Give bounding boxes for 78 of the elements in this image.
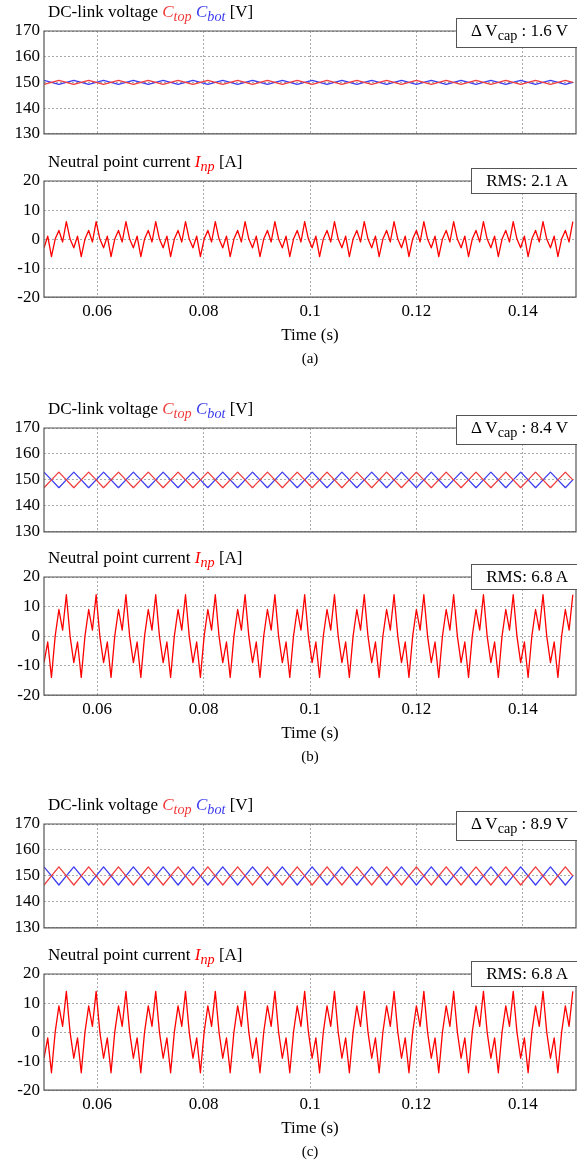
y-tick-label: 140 xyxy=(14,891,40,911)
y-tick-label: 130 xyxy=(14,521,40,541)
annotation: Δ V$_{cap}$ : 8.9 V xyxy=(456,811,577,842)
y-tick-label: 140 xyxy=(14,97,40,117)
chart-title: DC-link voltage xyxy=(48,795,159,814)
y-tick-label: 130 xyxy=(14,123,40,143)
y-tick-label: -10 xyxy=(17,655,40,675)
x-tick-label: 0.14 xyxy=(507,698,539,718)
y-tick-label: 20 xyxy=(23,170,40,190)
text: C$_{top}$ xyxy=(162,2,192,25)
x-tick-label: 0.1 xyxy=(299,300,321,320)
y-tick-label: 140 xyxy=(14,495,40,515)
y-tick-label: 170 xyxy=(14,20,40,40)
y-tick-label: -20 xyxy=(17,286,40,306)
chart-title: Neutral point current xyxy=(48,945,191,964)
x-axis-title: Time (s) xyxy=(281,325,339,345)
series-label: I$_{np}$ xyxy=(194,945,215,968)
y-tick-label: 20 xyxy=(23,963,40,983)
y-axis-title: [A] xyxy=(218,945,243,964)
chart-title: DC-link voltage xyxy=(48,2,159,21)
text: (a) xyxy=(301,350,319,367)
y-tick-label: -10 xyxy=(17,257,40,277)
annotation: RMS: 2.1 A xyxy=(471,168,577,194)
y-tick-label: 170 xyxy=(14,813,40,833)
annotation: RMS: 6.8 A xyxy=(471,961,577,987)
y-tick-label: -10 xyxy=(17,1050,40,1070)
y-tick-label: 160 xyxy=(14,46,40,66)
text: C$_{bot}$ xyxy=(195,795,226,818)
x-tick-label: 0.12 xyxy=(401,698,432,718)
text: (b) xyxy=(301,748,319,765)
y-tick-label: 170 xyxy=(14,417,40,437)
x-axis-title: Time (s) xyxy=(281,1118,339,1138)
y-tick-label: 130 xyxy=(14,917,40,937)
y-tick-label: 150 xyxy=(14,71,40,91)
y-tick-label: 150 xyxy=(14,865,40,885)
x-tick-label: 0.08 xyxy=(188,300,219,320)
y-tick-label: 10 xyxy=(23,992,40,1012)
annotation: Δ V$_{cap}$ : 8.4 V xyxy=(456,415,577,446)
y-axis-title: [V] xyxy=(229,399,254,418)
x-tick-label: 0.14 xyxy=(507,300,539,320)
y-axis-title: [V] xyxy=(229,795,254,814)
text: C$_{bot}$ xyxy=(195,2,226,25)
x-tick-label: 0.14 xyxy=(507,1093,539,1113)
y-axis-title: [A] xyxy=(218,152,243,171)
y-axis-title: [A] xyxy=(218,548,243,567)
x-tick-label: 0.1 xyxy=(299,698,321,718)
y-tick-label: 10 xyxy=(23,199,40,219)
y-tick-label: 0 xyxy=(31,625,40,645)
x-tick-label: 0.12 xyxy=(401,1093,432,1113)
y-tick-label: 160 xyxy=(14,443,40,463)
text: C$_{bot}$ xyxy=(195,399,226,422)
chart-title: Neutral point current xyxy=(48,152,191,171)
y-tick-label: 20 xyxy=(23,566,40,586)
y-tick-label: -20 xyxy=(17,1079,40,1099)
x-tick-label: 0.1 xyxy=(299,1093,321,1113)
x-axis-title: Time (s) xyxy=(281,723,339,743)
y-tick-label: 150 xyxy=(14,469,40,489)
chart-title: DC-link voltage xyxy=(48,399,159,418)
text: C$_{top}$ xyxy=(162,795,192,818)
x-tick-label: 0.12 xyxy=(401,300,432,320)
y-tick-label: -20 xyxy=(17,684,40,704)
x-tick-label: 0.06 xyxy=(82,698,113,718)
y-tick-label: 0 xyxy=(31,1021,40,1041)
series-label: I$_{np}$ xyxy=(194,548,215,571)
x-tick-label: 0.06 xyxy=(82,300,113,320)
annotation: Δ V$_{cap}$ : 1.6 V xyxy=(456,18,577,49)
x-tick-label: 0.08 xyxy=(188,698,219,718)
text: C$_{top}$ xyxy=(162,399,192,422)
x-tick-label: 0.06 xyxy=(82,1093,113,1113)
x-tick-label: 0.08 xyxy=(188,1093,219,1113)
y-axis-title: [V] xyxy=(229,2,254,21)
text: (c) xyxy=(301,1143,319,1160)
chart-title: Neutral point current xyxy=(48,548,191,567)
y-tick-label: 0 xyxy=(31,228,40,248)
y-tick-label: 10 xyxy=(23,596,40,616)
annotation: RMS: 6.8 A xyxy=(471,564,577,590)
y-tick-label: 160 xyxy=(14,839,40,859)
text: I$_{np}$ xyxy=(194,152,215,175)
